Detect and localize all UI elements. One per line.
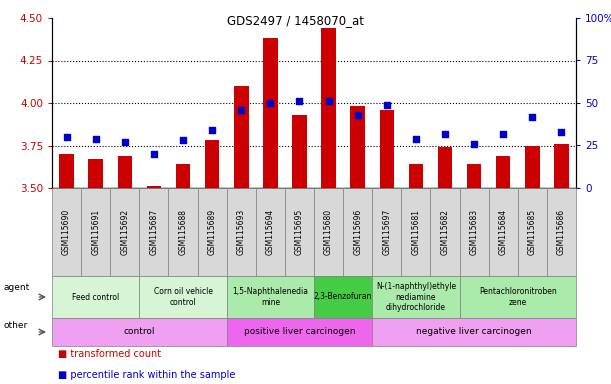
Point [91,136,101,142]
Bar [147,186,161,188]
Bar [437,147,452,188]
Text: agent: agent [3,283,29,292]
Text: Corn oil vehicle
control: Corn oil vehicle control [153,287,213,307]
Point [178,137,188,144]
Text: Pentachloronitroben
zene: Pentachloronitroben zene [479,287,557,307]
Text: GSM115693: GSM115693 [236,209,246,255]
Text: GDS2497 / 1458070_at: GDS2497 / 1458070_at [227,14,364,27]
Text: GSM115680: GSM115680 [324,209,333,255]
Point [295,98,304,104]
Bar [176,164,190,188]
Bar [205,141,219,188]
Bar [234,86,249,188]
Text: GSM115681: GSM115681 [411,209,420,255]
Text: GSM115689: GSM115689 [208,209,217,255]
Bar [496,156,511,188]
Text: GSM115688: GSM115688 [178,209,188,255]
Bar [554,144,569,188]
Text: GSM115687: GSM115687 [149,209,158,255]
Text: GSM115695: GSM115695 [295,209,304,255]
Point [440,131,450,137]
Bar [379,110,394,188]
Bar [525,146,540,188]
Text: ■ percentile rank within the sample: ■ percentile rank within the sample [58,370,235,380]
Bar [467,164,481,188]
Bar [292,115,307,188]
Text: Feed control: Feed control [72,293,119,301]
Text: GSM115694: GSM115694 [266,209,275,255]
Bar [59,154,74,188]
Point [353,112,362,118]
Bar [89,159,103,188]
Point [469,141,479,147]
Text: GSM115684: GSM115684 [499,209,508,255]
Text: 1,5-Naphthalenedia
mine: 1,5-Naphthalenedia mine [232,287,309,307]
Text: GSM115682: GSM115682 [441,209,450,255]
Bar [321,28,336,188]
Point [265,100,275,106]
Text: GSM115692: GSM115692 [120,209,130,255]
Text: control: control [123,328,155,336]
Text: GSM115686: GSM115686 [557,209,566,255]
Text: positive liver carcinogen: positive liver carcinogen [244,328,355,336]
Text: GSM115685: GSM115685 [528,209,537,255]
Text: GSM115691: GSM115691 [91,209,100,255]
Point [324,98,334,104]
Bar [263,38,277,188]
Point [207,127,217,133]
Bar [117,156,132,188]
Point [120,139,130,145]
Point [236,107,246,113]
Text: GSM115696: GSM115696 [353,209,362,255]
Point [382,102,392,108]
Text: 2,3-Benzofuran: 2,3-Benzofuran [314,293,372,301]
Text: ■ transformed count: ■ transformed count [58,349,161,359]
Text: N-(1-naphthyl)ethyle
nediamine
dihydrochloride: N-(1-naphthyl)ethyle nediamine dihydroch… [376,282,456,312]
Point [557,129,566,135]
Point [62,134,71,140]
Text: GSM115683: GSM115683 [470,209,478,255]
Text: negative liver carcinogen: negative liver carcinogen [416,328,532,336]
Point [527,114,537,120]
Point [499,131,508,137]
Bar [350,106,365,188]
Text: GSM115697: GSM115697 [382,209,391,255]
Text: other: other [3,321,27,329]
Text: GSM115690: GSM115690 [62,209,71,255]
Point [149,151,159,157]
Point [411,136,421,142]
Bar [409,164,423,188]
